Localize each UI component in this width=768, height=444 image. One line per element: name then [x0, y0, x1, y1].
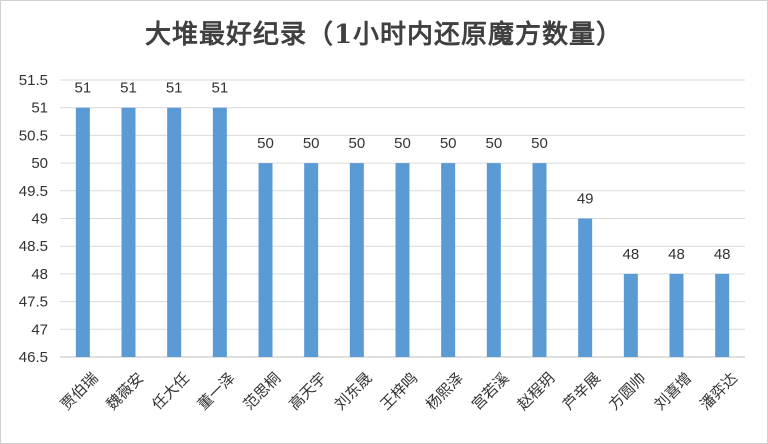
bar	[212, 107, 227, 357]
y-tick-label: 50	[31, 155, 48, 172]
bar	[669, 273, 684, 357]
y-tick-label: 49	[31, 211, 48, 228]
y-tick-label: 51	[31, 100, 48, 117]
data-label: 50	[440, 135, 457, 152]
y-tick-label: 49.5	[19, 183, 48, 200]
bar	[395, 163, 410, 357]
bar	[75, 107, 90, 357]
x-tick-label: 赵程玥	[514, 369, 559, 414]
x-tick-label: 王梓鸣	[377, 369, 422, 414]
y-axis-ticks: 46.5 47 47.5 48 48.5 49 49.5 50 50.5 51 51.5	[19, 72, 48, 366]
y-tick-label: 46.5	[19, 349, 48, 366]
bar	[304, 163, 319, 357]
data-label: 51	[74, 80, 91, 97]
x-tick-label: 董一泽	[194, 369, 239, 414]
data-label: 50	[485, 135, 502, 152]
bar	[578, 218, 593, 357]
x-tick-label: 刘喜增	[651, 369, 696, 414]
x-tick-label: 高天宇	[285, 369, 330, 414]
x-tick-label: 贾伯瑞	[57, 369, 102, 414]
data-label: 50	[348, 135, 365, 152]
data-label: 50	[394, 135, 411, 152]
y-tick-label: 48	[31, 266, 48, 283]
bar	[441, 163, 456, 357]
x-tick-label: 杨熙泽	[422, 369, 467, 414]
data-label: 51	[211, 80, 228, 97]
bar	[121, 107, 136, 357]
y-tick-label: 50.5	[19, 127, 48, 144]
data-label: 50	[303, 135, 320, 152]
data-label: 49	[577, 191, 594, 208]
x-tick-label: 方圆帅	[605, 369, 650, 414]
bar	[349, 163, 364, 357]
bar	[258, 163, 273, 357]
bar	[167, 107, 182, 357]
bars	[75, 107, 730, 357]
y-tick-label: 47	[31, 321, 48, 338]
bar	[715, 273, 730, 357]
y-tick-label: 51.5	[19, 72, 48, 89]
y-tick-label: 47.5	[19, 294, 48, 311]
data-label: 51	[166, 80, 183, 97]
data-label: 50	[531, 135, 548, 152]
x-tick-label: 魏薇安	[103, 369, 148, 414]
x-axis-ticks: 贾伯瑞 魏薇安 任大任 董一泽 范思桐 高天宇 刘东晟 王梓鸣 杨熙泽 宫若溪 赵程玥 芦辛展 方圆帅刘…	[57, 369, 741, 414]
data-label: 48	[622, 246, 639, 263]
x-tick-label: 芦辛展	[559, 369, 604, 414]
bar	[532, 163, 547, 357]
data-label: 51	[120, 80, 137, 97]
x-tick-label: 刘东晟	[331, 369, 376, 414]
data-label: 50	[257, 135, 274, 152]
data-labels: 51 51 51 51 50 50 50 50 50 50 50 49 48 48 48	[74, 80, 730, 263]
data-label: 48	[714, 246, 731, 263]
bar	[623, 273, 638, 357]
y-tick-label: 48.5	[19, 238, 48, 255]
data-label: 48	[668, 246, 685, 263]
x-tick-label: 宫若溪	[468, 369, 513, 414]
chart-title: 大堆最好纪录（1小时内还原魔方数量）	[144, 20, 624, 50]
x-tick-label: 任大任	[148, 369, 193, 414]
x-tick-label: 范思桐	[240, 369, 285, 414]
bar	[486, 163, 501, 357]
x-tick-label: 潘弈达	[696, 369, 741, 414]
